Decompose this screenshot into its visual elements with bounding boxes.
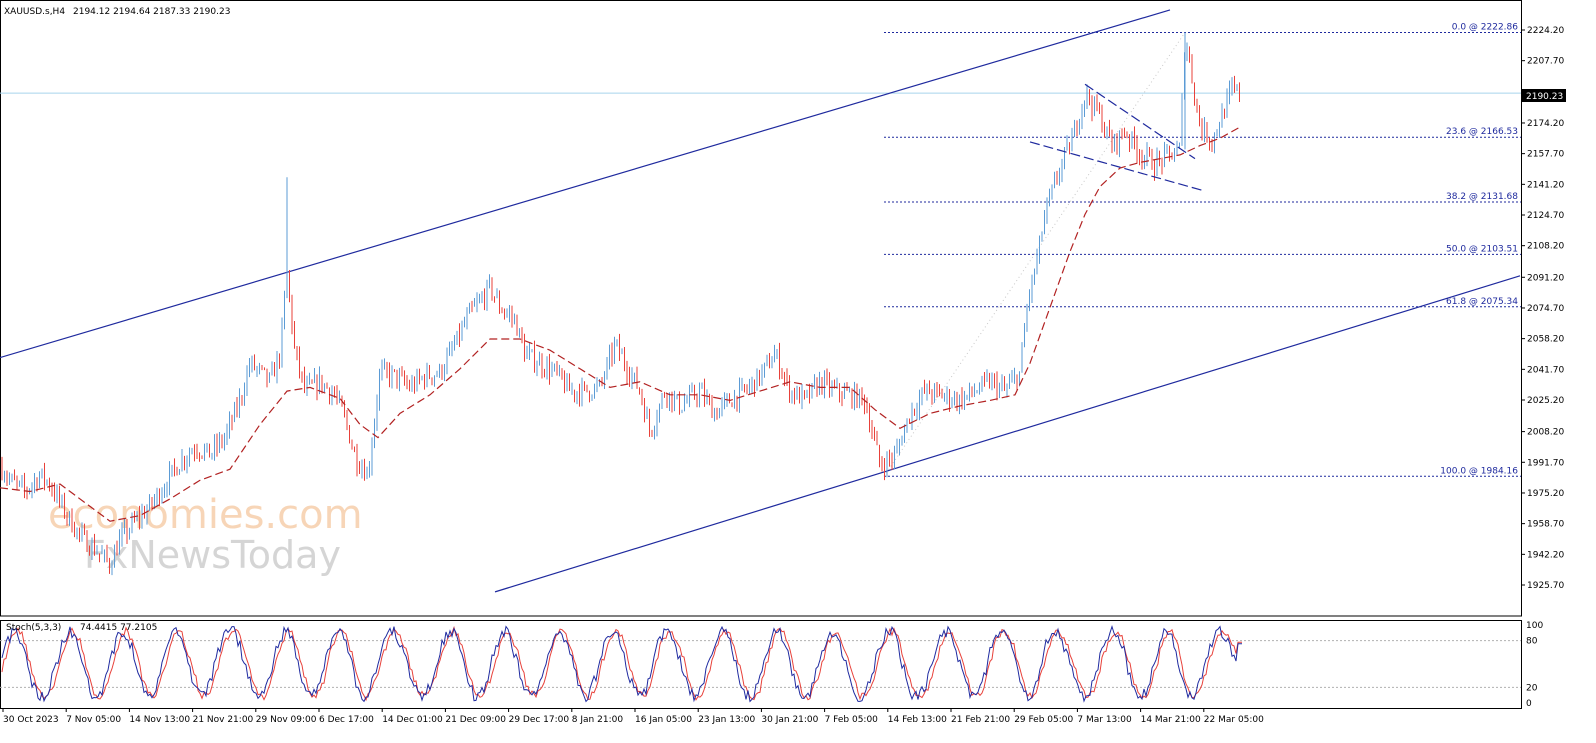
y-tick-label: 2008.20 [1527,428,1564,438]
x-tick-label: 22 Mar 05:00 [1204,715,1264,725]
y-tick-label: 1958.70 [1527,520,1564,530]
x-tick-label: 7 Mar 13:00 [1077,715,1132,725]
y-tick-label: 2141.20 [1527,180,1564,190]
current-price-label: 2190.23 [1526,92,1563,102]
x-tick-label: 29 Nov 09:00 [256,715,317,725]
moving-average-layer [0,126,1241,522]
x-tick-label: 21 Nov 21:00 [193,715,254,725]
fib-level-label: 23.6 @ 2166.53 [1446,127,1518,137]
x-tick-label: 30 Oct 2023 [3,715,59,725]
x-tick-label: 29 Dec 17:00 [509,715,570,725]
x-tick-label: 21 Dec 09:00 [445,715,506,725]
x-tick-label: 6 Dec 17:00 [319,715,374,725]
fib-level-label: 50.0 @ 2103.51 [1446,244,1518,254]
stoch-panel-frame [0,620,1522,709]
fibonacci-layer: 0.0 @ 2222.86 23.6 @ 2166.53 38.2 @ 2131.6… [883,22,1521,477]
y-tick-label: 2025.20 [1527,396,1564,406]
triangle-layer [1029,83,1203,191]
triangle-line [1084,83,1196,160]
x-tick-label: 21 Feb 21:00 [951,715,1010,725]
stoch-main-line [1,624,1242,703]
triangle-line [1029,141,1203,191]
y-tick-label: 2041.70 [1527,365,1564,375]
x-tick-label: 14 Mar 21:00 [1141,715,1201,725]
stoch-header-name: Stoch(5,3,3) [6,623,61,633]
stoch-layer [1,624,1242,703]
y-tick-label: 2124.70 [1527,211,1564,221]
stoch-scale-label: 0 [1526,699,1532,709]
y-tick-label: 2074.70 [1527,304,1564,314]
y-tick-label: 2224.20 [1527,26,1564,36]
fib-level-label: 38.2 @ 2131.68 [1446,192,1518,202]
y-tick-label: 2174.20 [1527,119,1564,129]
y-tick-label: 2058.20 [1527,335,1564,345]
x-tick-label: 29 Feb 05:00 [1014,715,1073,725]
channel-upper-line [0,9,1171,359]
y-tick-label: 1925.70 [1527,581,1564,591]
x-tick-label: 30 Jan 21:00 [761,715,818,725]
y-axis: 2224.202207.702190.702174.202157.702141.… [1521,26,1564,591]
x-tick-label: 14 Dec 01:00 [382,715,443,725]
candle-layer [1,32,1240,576]
y-tick-label: 2207.70 [1527,57,1564,67]
y-tick-label: 2091.20 [1527,273,1564,283]
chart-header-ohlc: 2194.12 2194.64 2187.33 2190.23 [73,7,230,17]
x-tick-label: 14 Feb 13:00 [888,715,947,725]
current-price-box [1522,89,1566,102]
x-axis: 30 Oct 2023 7 Nov 05:00 14 Nov 13:00 21 Nov… [2,708,1264,725]
stoch-scale-label: 80 [1526,637,1538,647]
fib-level-label: 61.8 @ 2075.34 [1446,297,1518,307]
channel-layer [0,9,1521,593]
stoch-signal-line [1,625,1242,702]
x-tick-label: 7 Nov 05:00 [66,715,121,725]
watermark-fxnewstoday: FxNewsToday [84,533,341,577]
stoch-header-values: 74.4415 77.2105 [80,623,157,633]
fib-trend-line [883,32,1186,477]
y-tick-label: 1942.20 [1527,550,1564,560]
y-tick-label: 2108.20 [1527,242,1564,252]
x-tick-label: 7 Feb 05:00 [825,715,879,725]
fib-level-label: 100.0 @ 1984.16 [1440,466,1518,476]
y-tick-label: 1975.20 [1527,489,1564,499]
stoch-scale-label: 20 [1526,683,1538,693]
moving-average-line [0,126,1241,522]
x-tick-label: 14 Nov 13:00 [129,715,190,725]
stoch-scale-label: 100 [1526,621,1543,631]
stoch-axis: 0 20 80 100 [1526,621,1543,709]
y-tick-label: 2157.70 [1527,150,1564,160]
y-tick-label: 1991.70 [1527,458,1564,468]
chart-header-symbol: XAUUSD.s,H4 [4,7,65,17]
channel-lower-line [494,275,1521,593]
watermark-economies: economies.com [48,492,363,538]
x-tick-label: 23 Jan 13:00 [698,715,755,725]
x-tick-label: 16 Jan 05:00 [635,715,692,725]
fib-level-label: 0.0 @ 2222.86 [1452,22,1519,32]
main-panel-frame [0,0,1522,617]
x-tick-label: 8 Jan 21:00 [572,715,624,725]
